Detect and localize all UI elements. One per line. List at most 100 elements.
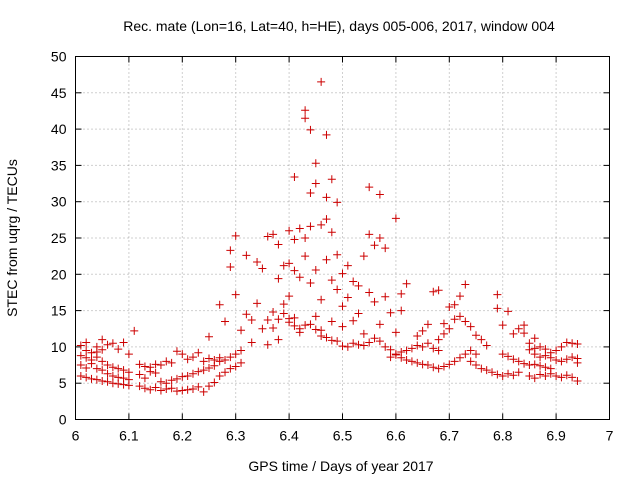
- x-tick-label: 7: [606, 428, 614, 444]
- data-point: [327, 228, 336, 237]
- data-point: [498, 371, 507, 380]
- data-point: [450, 300, 459, 309]
- data-point: [322, 130, 331, 139]
- data-point: [541, 371, 550, 380]
- data-point: [317, 220, 326, 229]
- data-point: [231, 362, 240, 371]
- data-point: [279, 300, 288, 309]
- data-point: [76, 351, 85, 360]
- data-point: [130, 326, 139, 335]
- data-point: [226, 246, 235, 255]
- data-point: [311, 325, 320, 334]
- data-point: [568, 353, 577, 362]
- data-point: [114, 379, 123, 388]
- data-point: [520, 359, 529, 368]
- data-point: [156, 377, 165, 386]
- x-tick-label: 6.8: [493, 428, 513, 444]
- data-point: [172, 347, 181, 356]
- data-point: [472, 350, 480, 359]
- data-point: [274, 274, 283, 283]
- data-point: [423, 339, 432, 348]
- data-point: [514, 368, 523, 377]
- data-point: [397, 306, 406, 315]
- data-point: [140, 374, 149, 383]
- data-point: [365, 183, 374, 192]
- data-point: [359, 341, 368, 350]
- data-point: [290, 321, 299, 330]
- data-point: [285, 259, 294, 268]
- data-point: [290, 173, 299, 182]
- data-point: [338, 342, 347, 351]
- data-point: [402, 355, 411, 364]
- data-point: [269, 230, 278, 239]
- data-point: [199, 366, 208, 375]
- x-tick-labels: 6 6.1 6.2 6.3 6.4 6.5 6.6 6.7 6.8 6.9 7: [72, 428, 614, 444]
- data-point: [124, 368, 133, 377]
- data-point: [530, 334, 539, 343]
- data-point: [231, 231, 240, 240]
- data-point: [461, 317, 470, 326]
- data-point: [253, 299, 262, 308]
- data-point: [221, 368, 230, 377]
- data-point: [114, 345, 123, 354]
- data-point: [493, 290, 502, 299]
- data-point: [536, 370, 545, 379]
- data-point: [557, 342, 566, 351]
- data-point: [82, 363, 91, 372]
- data-point: [370, 334, 379, 343]
- data-point: [226, 263, 235, 272]
- data-point: [504, 352, 513, 361]
- data-point: [381, 244, 390, 253]
- data-point: [151, 369, 160, 378]
- y-tick-labels: 0 5 10 15 20 25 30 35 40 45 50: [51, 49, 67, 428]
- x-tick-label: 6.7: [440, 428, 460, 444]
- data-point: [317, 77, 326, 86]
- data-point: [525, 345, 534, 354]
- data-point: [557, 357, 566, 366]
- data-point: [493, 304, 502, 313]
- data-point: [92, 375, 101, 384]
- y-axis-label: STEC from uqrg / TECUs: [4, 159, 20, 317]
- data-point: [82, 353, 91, 362]
- data-point: [375, 337, 384, 346]
- data-point: [488, 368, 497, 377]
- data-point: [568, 339, 577, 348]
- data-point: [103, 369, 112, 378]
- data-point: [429, 287, 438, 296]
- data-point: [343, 261, 352, 270]
- data-point: [290, 266, 299, 275]
- data-point: [119, 338, 128, 347]
- data-point: [306, 222, 315, 231]
- data-point: [391, 350, 400, 359]
- data-point: [290, 235, 299, 244]
- data-point: [231, 350, 240, 359]
- data-point: [274, 335, 283, 344]
- data-point: [98, 357, 107, 366]
- data-point: [482, 341, 491, 350]
- data-point: [301, 234, 310, 242]
- data-point: [365, 338, 374, 347]
- data-point: [76, 371, 85, 380]
- data-point: [445, 324, 454, 333]
- data-point: [354, 340, 363, 349]
- data-point: [135, 360, 144, 369]
- data-point: [301, 252, 310, 261]
- data-point: [359, 252, 368, 261]
- data-point: [162, 357, 171, 366]
- data-point: [226, 353, 235, 362]
- data-point: [359, 329, 368, 338]
- data-point: [461, 280, 470, 289]
- data-point: [290, 313, 299, 322]
- data-point: [279, 309, 288, 318]
- chart-title: Rec. mate (Lon=16, Lat=40, h=HE), days 0…: [123, 18, 555, 34]
- data-point: [333, 285, 342, 294]
- data-point: [263, 232, 272, 241]
- data-point: [221, 355, 230, 364]
- data-point: [183, 385, 192, 394]
- data-point: [108, 371, 117, 380]
- data-points: [76, 77, 582, 396]
- data-point: [338, 322, 347, 331]
- data-point: [317, 295, 326, 304]
- data-point: [434, 286, 443, 295]
- data-point: [461, 350, 470, 359]
